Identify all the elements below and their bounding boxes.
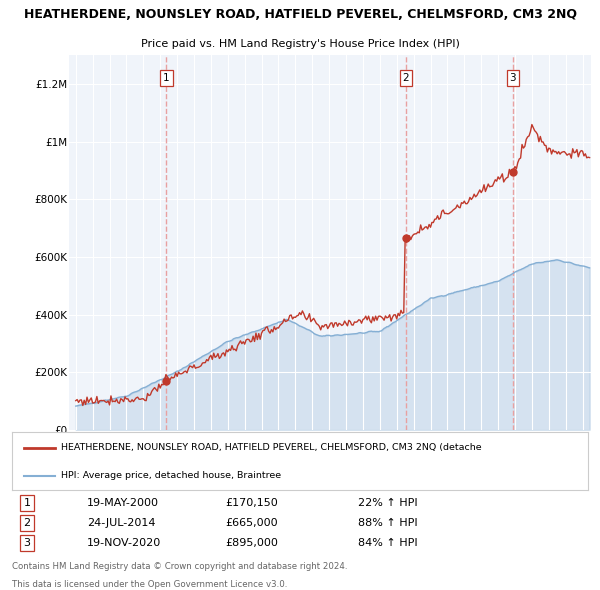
- Text: 19-NOV-2020: 19-NOV-2020: [87, 538, 161, 548]
- Text: HEATHERDENE, NOUNSLEY ROAD, HATFIELD PEVEREL, CHELMSFORD, CM3 2NQ (detache: HEATHERDENE, NOUNSLEY ROAD, HATFIELD PEV…: [61, 443, 482, 452]
- Text: 88% ↑ HPI: 88% ↑ HPI: [358, 518, 417, 528]
- Text: £665,000: £665,000: [225, 518, 278, 528]
- Text: HPI: Average price, detached house, Braintree: HPI: Average price, detached house, Brai…: [61, 471, 281, 480]
- Text: 84% ↑ HPI: 84% ↑ HPI: [358, 538, 417, 548]
- Text: 2: 2: [403, 73, 409, 83]
- Text: £895,000: £895,000: [225, 538, 278, 548]
- Text: Price paid vs. HM Land Registry's House Price Index (HPI): Price paid vs. HM Land Registry's House …: [140, 38, 460, 48]
- Text: 1: 1: [23, 498, 31, 508]
- Text: This data is licensed under the Open Government Licence v3.0.: This data is licensed under the Open Gov…: [12, 580, 287, 589]
- Text: £170,150: £170,150: [225, 498, 278, 508]
- Text: 2: 2: [23, 518, 31, 528]
- Text: 24-JUL-2014: 24-JUL-2014: [87, 518, 155, 528]
- Text: 19-MAY-2000: 19-MAY-2000: [87, 498, 159, 508]
- Text: HEATHERDENE, NOUNSLEY ROAD, HATFIELD PEVEREL, CHELMSFORD, CM3 2NQ: HEATHERDENE, NOUNSLEY ROAD, HATFIELD PEV…: [23, 8, 577, 21]
- Text: 1: 1: [163, 73, 170, 83]
- Text: Contains HM Land Registry data © Crown copyright and database right 2024.: Contains HM Land Registry data © Crown c…: [12, 562, 347, 572]
- Text: 3: 3: [23, 538, 31, 548]
- Text: 3: 3: [509, 73, 516, 83]
- Text: 22% ↑ HPI: 22% ↑ HPI: [358, 498, 417, 508]
